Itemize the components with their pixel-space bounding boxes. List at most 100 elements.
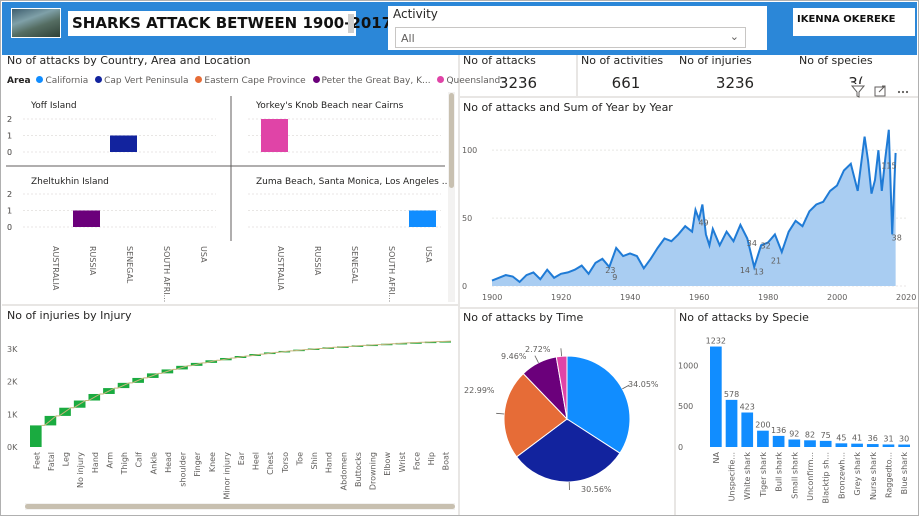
card-species-value: 3( [848,74,864,84]
x-tick-label: Blue shark [900,452,909,495]
data-label: 32 [761,242,771,251]
country-scrollbar-track[interactable] [448,92,455,302]
x-tick-label: RUSSIA [88,246,97,276]
divider-cards [460,96,918,98]
leader-line [496,412,505,415]
x-tick-label: Boat [442,452,451,470]
focus-mode-icon[interactable] [874,85,886,97]
data-label: 1232 [706,337,726,346]
visual-header-icons [850,85,909,98]
panel-title-3: Zuma Beach, Santa Monica, Los Angeles ..… [256,177,450,187]
legend-dot [312,76,320,83]
y-tick-label: 1 [7,207,12,216]
y-tick-label: 0 [462,282,467,291]
pie-slice [515,418,621,483]
data-label: 75 [821,431,831,440]
x-tick-label: 2000 [827,293,847,302]
cumulative-connector [41,340,452,426]
y-tick-label: 0 [678,443,683,452]
panel-title-1: Yorkey's Knob Beach near Cairns [255,101,404,111]
injury-scrollbar-thumb[interactable] [25,504,455,509]
data-label: 115 [881,161,896,170]
legend-item-eastern-cape[interactable]: Eastern Cape Province [195,76,306,86]
country-small-multiples-chart: Yoff Island 0 1 2 Yorkey's Knob Beach near C… [6,96,450,302]
x-tick-label: Ankle [149,452,158,474]
card-injuries-value: 3236 [715,74,755,92]
x-tick-label: Elbow [383,452,392,476]
legend-item-queensland[interactable]: Queensland [437,76,500,86]
x-tick-label: USA [424,246,433,263]
data-label: 14 [740,266,750,275]
header-bar: SHARKS ATTACK BETWEEN 1900-2017 Activity… [2,2,917,53]
x-tick-label: Drowning [369,452,378,490]
x-tick-label: SENEGAL [125,246,134,284]
legend-item-cap-vert[interactable]: Cap Vert Peninsula [95,76,189,86]
x-tick-label: Torso [281,452,290,474]
x-tick-label: SOUTH AFRI... [387,246,396,302]
x-tick-label: SOUTH AFRI... [162,246,171,302]
year-visual-title: No of attacks and Sum of Year by Year [463,101,673,114]
injury-visual-title: No of injuries by Injury [7,309,132,322]
legend-item-california[interactable]: California [36,76,88,86]
bar-australia [261,119,288,152]
header-underline [2,53,917,55]
area-fill [492,129,896,286]
leader-line [534,355,539,363]
x-tick-label: Shin [310,452,319,469]
x-tick-label: Hand [91,452,100,473]
y-tick-label: 50 [462,214,472,223]
data-label: 41 [852,434,862,443]
legend-label: Eastern Cape Province [204,76,306,86]
data-label: 9 [612,273,617,282]
species-bar [757,430,769,447]
card-activities-value: 661 [611,74,641,92]
panel-title-2: Zheltukhin Island [31,177,109,187]
y-tick-label: 2 [7,190,12,199]
title-edit-marker [348,14,354,33]
filter-icon[interactable] [850,85,866,98]
divider-vertical [458,55,460,515]
x-tick-label: Wrist [398,452,407,472]
x-tick-label: No injury [76,452,85,488]
slice-label: 9.46% [501,352,527,361]
legend-item-peter-the-great[interactable]: Peter the Great Bay, K... [312,76,431,86]
y-tick-label: 1000 [678,361,698,370]
x-tick-label: Bronzewh... [837,452,846,499]
x-tick-label: Feet [32,452,41,469]
country-scrollbar-thumb[interactable] [449,93,454,188]
y-tick-label: 3K [7,345,18,354]
slicer-label: Activity [393,7,438,21]
x-tick-label: Tiger shark [759,452,768,498]
data-label: 36 [868,434,878,443]
x-tick-label: White shark [743,452,752,500]
x-tick-label: Knee [208,452,217,472]
card-attacks-label: No of attacks [463,54,536,67]
data-label: 38 [892,233,902,242]
activity-dropdown[interactable]: All ⌄ [395,27,746,48]
x-tick-label: 1900 [482,293,502,302]
y-tick-label: 0 [7,223,12,232]
activity-slicer[interactable]: Activity All ⌄ [388,6,767,50]
country-visual-title: No of attacks by Country, Area and Locat… [7,54,251,67]
bar-usa [409,210,436,227]
slice-label: 22.99% [464,386,495,395]
chevron-down-icon[interactable]: ⌄ [729,30,739,43]
data-label: 136 [771,426,786,435]
user-name-box: IKENNA OKEREKE [793,8,915,36]
more-options-icon[interactable] [897,90,909,94]
bar-russia [73,210,100,227]
x-tick-label: Arm [105,452,114,469]
x-tick-label: Toe [295,452,304,466]
x-tick-label: Hip [427,452,436,465]
card-species-label: No of species [799,54,873,67]
shark-logo-image [11,8,61,38]
x-tick-label: Nurse shark [869,452,878,500]
data-label: 45 [836,433,846,442]
pie-slice [555,355,568,420]
x-tick-label: Head [164,452,173,473]
x-tick-label: 1920 [551,293,571,302]
data-label: 30 [899,435,909,444]
slice-label: 2.72% [525,345,551,354]
x-tick-label: Raggedto... [884,452,893,498]
